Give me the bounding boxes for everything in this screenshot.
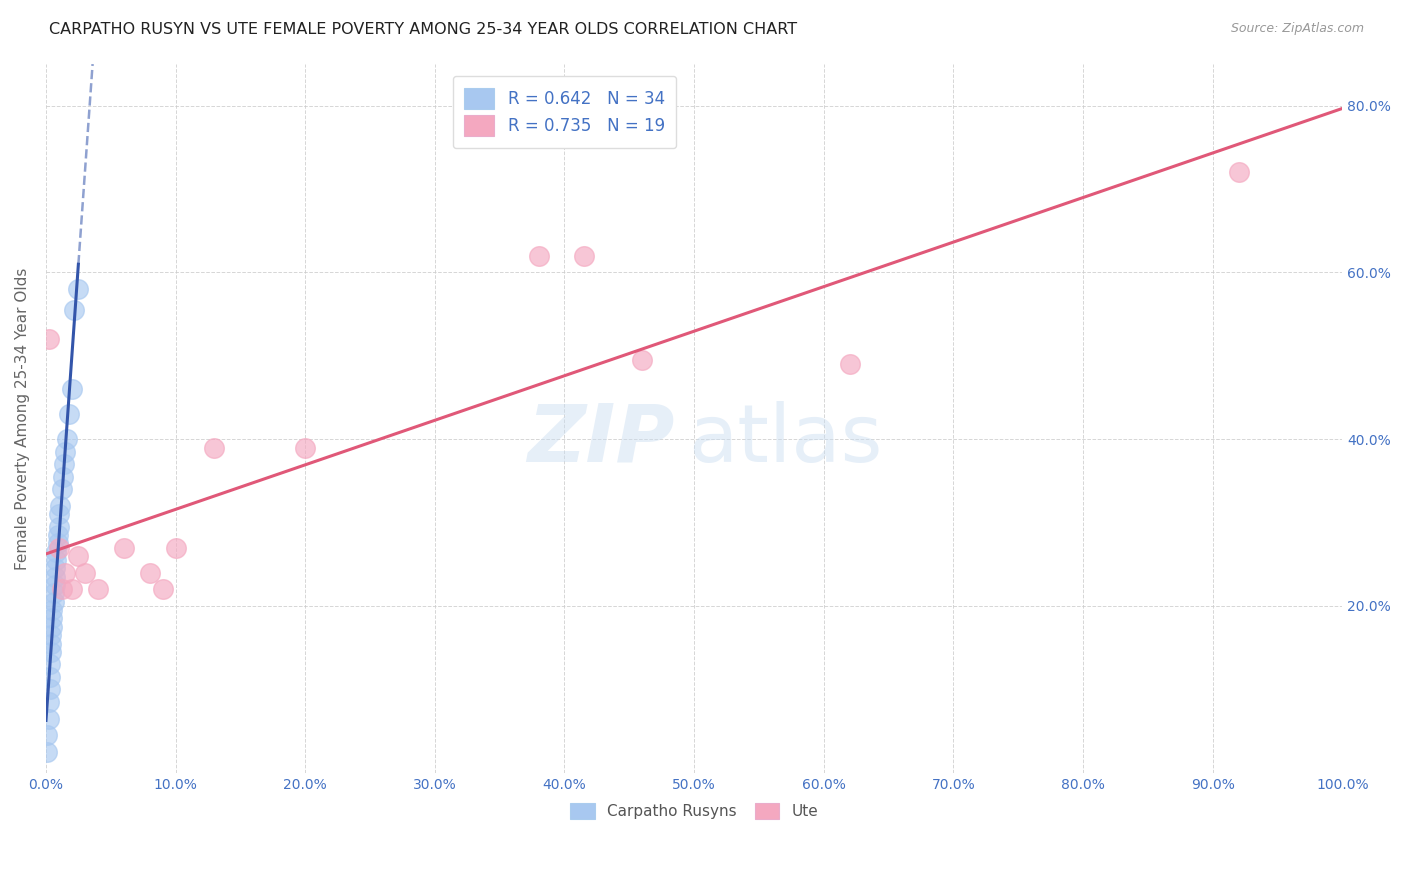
Point: [42, 595, 65, 609]
Point: [112, 541, 135, 555]
Point: [55, 566, 77, 580]
Point: [152, 582, 174, 597]
Point: [38, 657, 60, 672]
Point: [46, 536, 69, 550]
Point: [44, 561, 66, 575]
Point: [48, 541, 70, 555]
Point: [138, 566, 160, 580]
Point: [204, 441, 226, 455]
Point: [55, 444, 77, 458]
Point: [49, 499, 72, 513]
Point: [52, 469, 75, 483]
Point: [51, 483, 73, 497]
Point: [73, 566, 96, 580]
Point: [1227, 165, 1250, 179]
Point: [87, 582, 110, 597]
Legend: Carpatho Rusyns, Ute: Carpatho Rusyns, Ute: [564, 797, 824, 825]
Y-axis label: Female Poverty Among 25-34 Year Olds: Female Poverty Among 25-34 Year Olds: [15, 268, 30, 570]
Point: [527, 249, 550, 263]
Point: [165, 541, 187, 555]
Point: [38, 670, 60, 684]
Text: ZIP: ZIP: [527, 401, 675, 479]
Point: [46, 528, 69, 542]
Point: [67, 282, 90, 296]
Point: [55, 432, 77, 446]
Point: [48, 508, 70, 522]
Point: [39, 645, 62, 659]
Point: [39, 628, 62, 642]
Point: [60, 382, 83, 396]
Point: [37, 728, 59, 742]
Point: [53, 457, 76, 471]
Point: [631, 353, 654, 368]
Point: [45, 545, 67, 559]
Point: [51, 582, 73, 597]
Text: CARPATHO RUSYN VS UTE FEMALE POVERTY AMONG 25-34 YEAR OLDS CORRELATION CHART: CARPATHO RUSYN VS UTE FEMALE POVERTY AMO…: [49, 22, 797, 37]
Point: [44, 570, 66, 584]
Point: [67, 549, 90, 563]
Point: [38, 332, 60, 346]
Point: [44, 578, 66, 592]
Point: [38, 682, 60, 697]
Point: [60, 582, 83, 597]
Point: [48, 520, 70, 534]
Point: [572, 249, 595, 263]
Point: [294, 441, 316, 455]
Point: [39, 636, 62, 650]
Text: Source: ZipAtlas.com: Source: ZipAtlas.com: [1230, 22, 1364, 36]
Point: [58, 407, 80, 421]
Point: [42, 586, 65, 600]
Point: [41, 611, 63, 625]
Point: [63, 303, 86, 318]
Point: [37, 745, 59, 759]
Text: atlas: atlas: [688, 401, 882, 479]
Point: [41, 603, 63, 617]
Point: [838, 357, 860, 371]
Point: [38, 695, 60, 709]
Point: [45, 553, 67, 567]
Point: [41, 620, 63, 634]
Point: [38, 712, 60, 726]
